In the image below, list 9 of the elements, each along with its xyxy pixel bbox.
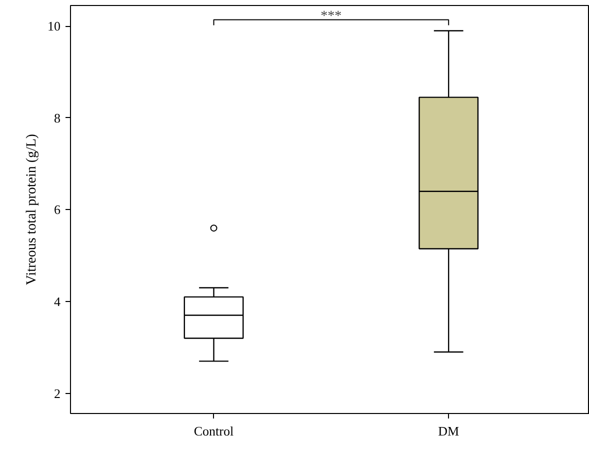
x-tick-label: Control xyxy=(194,424,234,438)
annotation: *** xyxy=(320,8,342,24)
y-tick-label: 6 xyxy=(54,202,61,218)
y-tick-label: 10 xyxy=(48,18,60,34)
y-axis-title: Vitreous total protein (g/L) xyxy=(24,134,40,286)
y-tick-label: 2 xyxy=(54,386,60,401)
x-tick-label: DM xyxy=(438,424,460,438)
y-tick-label: 8 xyxy=(54,110,60,126)
y-tick-label: 4 xyxy=(54,294,61,310)
